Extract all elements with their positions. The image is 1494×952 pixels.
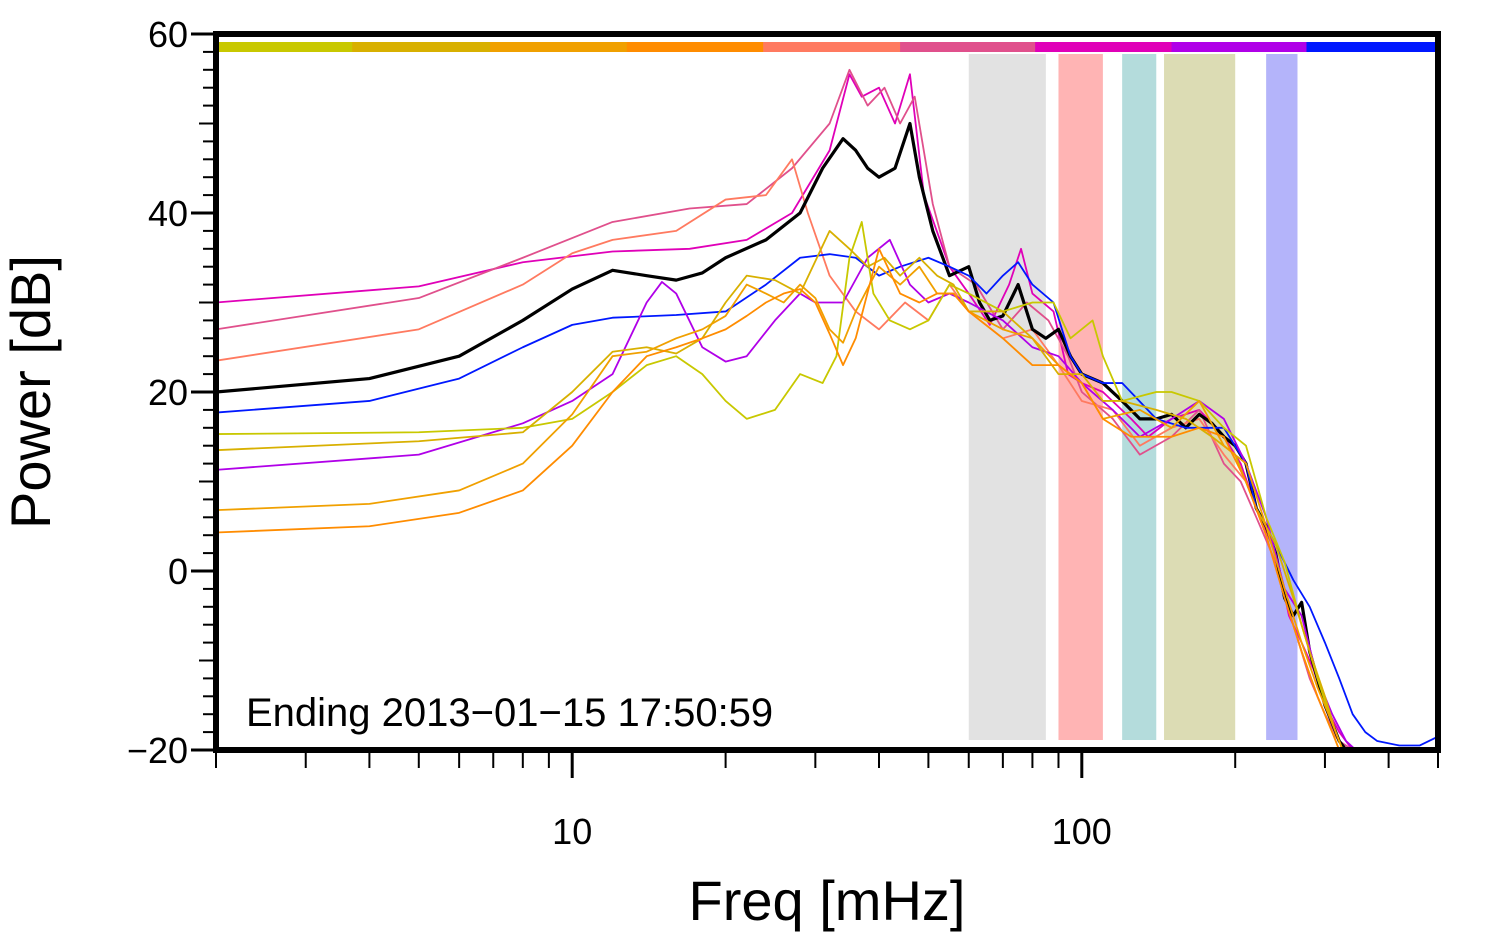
color-bar-segment-3 [490,42,628,52]
ending-timestamp-annotation: Ending 2013−01−15 17:50:59 [246,691,773,735]
color-bar-segment-1 [216,42,353,52]
frequency-bands [968,54,1298,740]
plot-frame [213,31,1441,753]
y-axis-ticks: −20 0 20 40 60 [127,14,213,771]
color-bar-segment-7 [1035,42,1173,52]
color-bar-segment-2 [352,42,491,52]
x-tick-label: 10 [552,811,592,852]
frequency-band-5 [1266,54,1298,740]
y-tick-label: 0 [168,551,188,592]
color-bar-segment-4 [626,42,764,52]
y-tick-label: 60 [148,14,188,55]
series-line-5 [216,253,1438,747]
x-tick-label: 100 [1052,811,1112,852]
y-axis-title: Power [dB] [0,255,62,529]
color-bar-segment-6 [900,42,1036,52]
series-line-10 [216,247,1341,750]
y-tick-label: −20 [127,730,188,771]
series-line-9 [216,265,1344,750]
frequency-band-2 [1058,54,1103,740]
y-tick-label: 40 [148,193,188,234]
series-lines [216,68,1438,750]
y-tick-label: 20 [148,372,188,413]
color-bar-segment-5 [763,42,901,52]
series-line-7 [216,221,1344,750]
color-bar-segment-9 [1306,42,1439,52]
frequency-band-1 [968,54,1046,740]
frequency-band-4 [1164,54,1236,740]
x-axis-title: Freq [mHz] [689,869,966,932]
color-bar-segment-8 [1171,42,1307,52]
series-line-2 [216,68,1354,750]
x-axis-ticks: 10 100 [215,753,1439,852]
color-bar [216,42,1439,52]
